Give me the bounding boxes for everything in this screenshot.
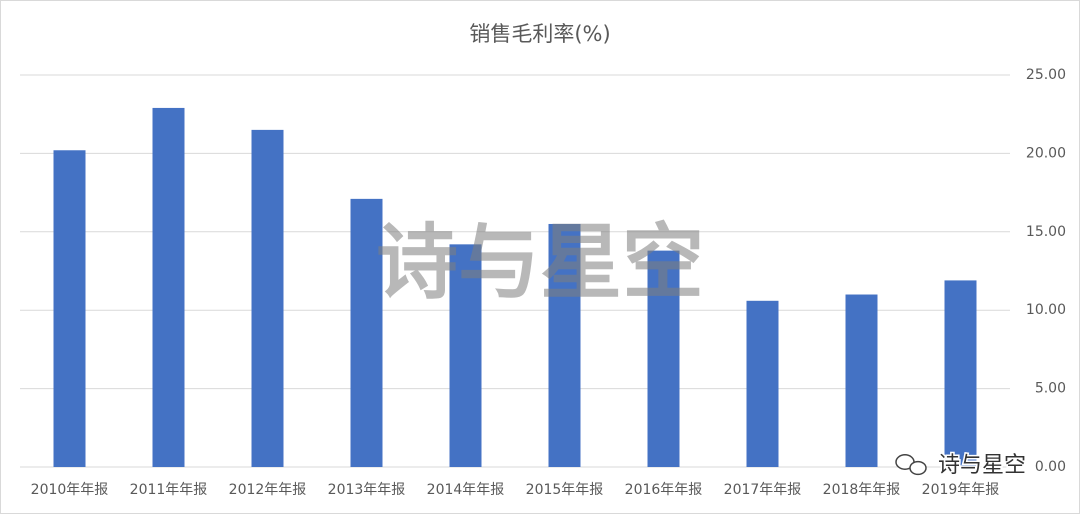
x-tick-label: 2010年年报 [31,482,109,498]
bar [152,107,185,467]
chart-title: 销售毛利率(%) [469,22,610,46]
bar [350,198,383,467]
x-tick-label: 2011年年报 [130,482,208,498]
y-tick-label: 0.00 [1035,459,1066,475]
logo-text: 诗与星空 [938,453,1026,478]
x-tick-label: 2012年年报 [229,482,307,498]
watermark: 诗与星空 [376,215,704,310]
logo-icon [895,454,927,476]
y-tick-label: 15.00 [1026,224,1066,240]
bar [449,244,482,467]
bar [746,300,779,467]
y-tick-label: 5.00 [1035,381,1066,397]
x-tick-label: 2017年年报 [724,482,802,498]
x-tick-label: 2014年年报 [427,482,505,498]
x-tick-label: 2013年年报 [328,482,406,498]
x-tick-label: 2016年年报 [625,482,703,498]
bar [251,129,284,467]
bar [548,223,581,467]
y-tick-label: 10.00 [1026,302,1066,318]
bar [647,250,680,467]
y-tick-label: 20.00 [1026,145,1066,161]
bar [944,280,977,467]
bar [53,150,86,467]
logo-bubble [909,460,927,476]
y-tick-label: 25.00 [1026,67,1066,83]
bar [845,294,878,467]
x-tick-label: 2015年年报 [526,482,604,498]
x-tick-label: 2019年年报 [922,482,1000,498]
x-tick-label: 2018年年报 [823,482,901,498]
